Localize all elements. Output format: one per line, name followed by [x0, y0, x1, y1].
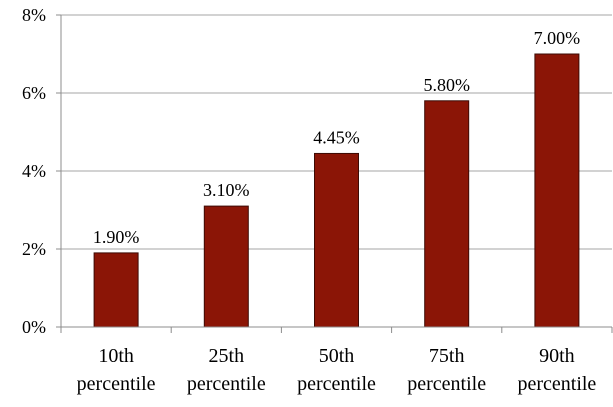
x-category-label: 90th percentile — [517, 345, 596, 395]
data-label: 1.90% — [93, 227, 140, 247]
y-tick-label: 6% — [22, 83, 46, 103]
bar — [424, 100, 470, 328]
x-category-label-line: percentile — [517, 373, 596, 395]
y-tick-label: 2% — [22, 239, 46, 259]
y-tick-label: 0% — [22, 317, 46, 337]
y-tick-label: 8% — [22, 5, 46, 25]
y-tick-label: 4% — [22, 161, 46, 181]
x-category-label-line: percentile — [297, 373, 376, 395]
x-category-label-line: percentile — [187, 373, 266, 395]
bar — [534, 53, 580, 328]
x-category-label-line: 10th — [98, 345, 134, 367]
data-label: 4.45% — [313, 127, 360, 147]
x-category-label-line: 90th — [539, 345, 575, 367]
x-category-label-line: percentile — [77, 373, 156, 395]
data-label: 5.80% — [423, 75, 470, 95]
x-category-label-line: percentile — [407, 373, 486, 395]
x-category-label: 50th percentile — [297, 345, 376, 395]
bar — [203, 205, 249, 328]
data-label: 3.10% — [203, 180, 250, 200]
data-label: 7.00% — [534, 28, 581, 48]
x-category-label-line: 25th — [209, 345, 245, 367]
x-category-label: 10th percentile — [77, 345, 156, 395]
x-category-label-line: 75th — [429, 345, 465, 367]
bar — [93, 252, 139, 328]
bar — [314, 152, 359, 328]
x-category-label: 25th percentile — [187, 345, 266, 395]
x-category-label: 75th percentile — [407, 345, 486, 395]
x-category-label-line: 50th — [319, 345, 355, 367]
